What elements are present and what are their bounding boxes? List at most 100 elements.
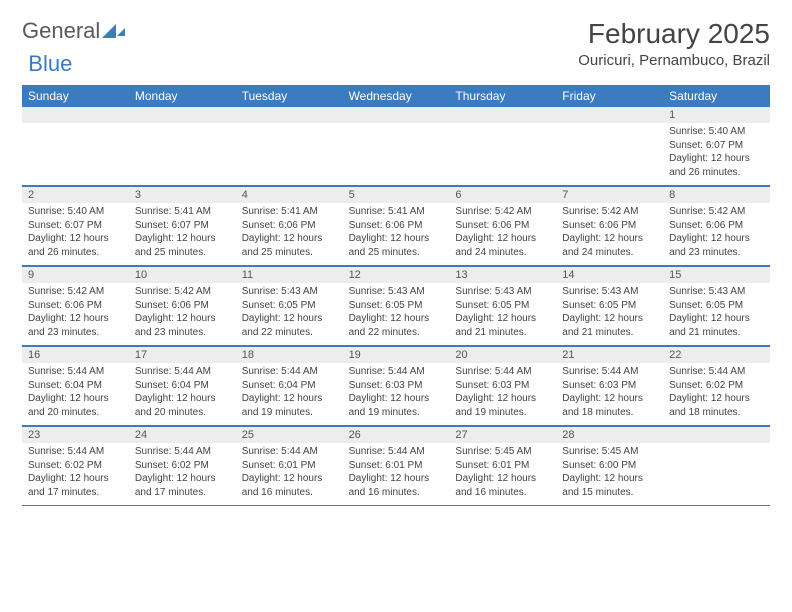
- calendar-week: 16171819202122Sunrise: 5:44 AMSunset: 6:…: [22, 346, 770, 426]
- day-info-line: and 17 minutes.: [28, 486, 123, 500]
- day-number: 11: [236, 266, 343, 283]
- day-cell: Sunrise: 5:44 AMSunset: 6:04 PMDaylight:…: [22, 363, 129, 425]
- day-info-line: and 21 minutes.: [669, 326, 764, 340]
- day-info-line: Sunrise: 5:42 AM: [28, 285, 123, 299]
- day-info-line: and 17 minutes.: [135, 486, 230, 500]
- day-info-line: Sunset: 6:02 PM: [28, 459, 123, 473]
- logo-triangle-small-icon: [117, 28, 125, 36]
- day-info-line: Daylight: 12 hours: [28, 232, 123, 246]
- day-info-line: and 20 minutes.: [135, 406, 230, 420]
- day-info-line: Sunset: 6:03 PM: [562, 379, 657, 393]
- day-info-line: Sunrise: 5:42 AM: [135, 285, 230, 299]
- day-cell: Sunrise: 5:44 AMSunset: 6:04 PMDaylight:…: [129, 363, 236, 425]
- day-info-line: Sunset: 6:03 PM: [349, 379, 444, 393]
- day-cell: Sunrise: 5:41 AMSunset: 6:07 PMDaylight:…: [129, 203, 236, 265]
- logo-text-2: Blue: [28, 51, 72, 77]
- day-cell: [129, 123, 236, 185]
- weekday-tuesday: Tuesday: [236, 85, 343, 107]
- calendar: Sunday Monday Tuesday Wednesday Thursday…: [22, 85, 770, 506]
- day-info-line: and 19 minutes.: [455, 406, 550, 420]
- day-number: 18: [236, 346, 343, 363]
- day-number: 13: [449, 266, 556, 283]
- day-info-line: Sunrise: 5:42 AM: [562, 205, 657, 219]
- logo: General: [22, 18, 125, 44]
- day-info-line: Sunset: 6:06 PM: [349, 219, 444, 233]
- day-number: 20: [449, 346, 556, 363]
- day-number: [129, 107, 236, 123]
- day-cell: Sunrise: 5:44 AMSunset: 6:01 PMDaylight:…: [343, 443, 450, 505]
- day-number: [343, 107, 450, 123]
- day-info-line: and 26 minutes.: [28, 246, 123, 260]
- day-cell: Sunrise: 5:40 AMSunset: 6:07 PMDaylight:…: [22, 203, 129, 265]
- day-info-line: and 23 minutes.: [135, 326, 230, 340]
- day-info-line: Daylight: 12 hours: [242, 392, 337, 406]
- day-cell: [236, 123, 343, 185]
- day-cell: Sunrise: 5:42 AMSunset: 6:06 PMDaylight:…: [556, 203, 663, 265]
- page-title: February 2025: [578, 18, 770, 50]
- day-info-line: Daylight: 12 hours: [28, 392, 123, 406]
- day-cell: Sunrise: 5:43 AMSunset: 6:05 PMDaylight:…: [236, 283, 343, 345]
- day-number: 15: [663, 266, 770, 283]
- day-number: 26: [343, 426, 450, 443]
- day-info-line: Daylight: 12 hours: [669, 232, 764, 246]
- calendar-week: 232425262728Sunrise: 5:44 AMSunset: 6:02…: [22, 426, 770, 506]
- day-cell: Sunrise: 5:41 AMSunset: 6:06 PMDaylight:…: [236, 203, 343, 265]
- day-info-line: Daylight: 12 hours: [135, 232, 230, 246]
- day-info-line: Sunset: 6:06 PM: [669, 219, 764, 233]
- day-info-line: Daylight: 12 hours: [669, 392, 764, 406]
- day-info-line: Daylight: 12 hours: [455, 232, 550, 246]
- day-info-line: Sunset: 6:05 PM: [669, 299, 764, 313]
- day-number: 9: [22, 266, 129, 283]
- day-info-line: Daylight: 12 hours: [28, 472, 123, 486]
- day-info-line: Sunset: 6:06 PM: [242, 219, 337, 233]
- day-cell: Sunrise: 5:44 AMSunset: 6:04 PMDaylight:…: [236, 363, 343, 425]
- day-number: 19: [343, 346, 450, 363]
- day-info-line: Sunset: 6:05 PM: [349, 299, 444, 313]
- day-number: 22: [663, 346, 770, 363]
- day-info-line: Sunset: 6:06 PM: [28, 299, 123, 313]
- day-info-line: Sunrise: 5:43 AM: [562, 285, 657, 299]
- day-info-line: Daylight: 12 hours: [135, 472, 230, 486]
- calendar-week: 2345678Sunrise: 5:40 AMSunset: 6:07 PMDa…: [22, 186, 770, 266]
- day-number: 7: [556, 186, 663, 203]
- day-info-line: Daylight: 12 hours: [349, 392, 444, 406]
- day-info-line: Sunset: 6:01 PM: [455, 459, 550, 473]
- day-info-line: Daylight: 12 hours: [349, 472, 444, 486]
- day-info-line: Sunset: 6:07 PM: [669, 139, 764, 153]
- weekday-friday: Friday: [556, 85, 663, 107]
- day-info-line: Sunrise: 5:43 AM: [669, 285, 764, 299]
- day-info-line: Sunrise: 5:42 AM: [669, 205, 764, 219]
- day-info-line: Daylight: 12 hours: [135, 312, 230, 326]
- day-info-line: Sunrise: 5:44 AM: [242, 365, 337, 379]
- day-number: 8: [663, 186, 770, 203]
- day-info-line: Sunrise: 5:44 AM: [349, 445, 444, 459]
- day-info-line: and 20 minutes.: [28, 406, 123, 420]
- day-info-line: Sunset: 6:06 PM: [562, 219, 657, 233]
- day-info-line: Sunrise: 5:41 AM: [135, 205, 230, 219]
- day-info-line: and 26 minutes.: [669, 166, 764, 180]
- day-info-line: Sunset: 6:02 PM: [135, 459, 230, 473]
- day-info-line: Sunrise: 5:44 AM: [28, 445, 123, 459]
- day-info-line: Sunset: 6:06 PM: [455, 219, 550, 233]
- day-info-line: Sunrise: 5:41 AM: [349, 205, 444, 219]
- day-info-line: Daylight: 12 hours: [28, 312, 123, 326]
- day-cell: [663, 443, 770, 505]
- day-info-line: and 23 minutes.: [669, 246, 764, 260]
- day-number: [449, 107, 556, 123]
- day-info-line: and 23 minutes.: [28, 326, 123, 340]
- day-info-line: Sunrise: 5:43 AM: [349, 285, 444, 299]
- day-info-line: Sunrise: 5:41 AM: [242, 205, 337, 219]
- day-cell: Sunrise: 5:44 AMSunset: 6:02 PMDaylight:…: [129, 443, 236, 505]
- day-info-line: and 21 minutes.: [455, 326, 550, 340]
- day-info-line: Sunrise: 5:44 AM: [455, 365, 550, 379]
- day-cell: Sunrise: 5:42 AMSunset: 6:06 PMDaylight:…: [449, 203, 556, 265]
- day-info-line: Sunset: 6:07 PM: [28, 219, 123, 233]
- day-number: 16: [22, 346, 129, 363]
- day-cell: Sunrise: 5:44 AMSunset: 6:03 PMDaylight:…: [449, 363, 556, 425]
- weekday-header-row: Sunday Monday Tuesday Wednesday Thursday…: [22, 85, 770, 107]
- day-cell: Sunrise: 5:40 AMSunset: 6:07 PMDaylight:…: [663, 123, 770, 185]
- day-number: [236, 107, 343, 123]
- day-info-line: Daylight: 12 hours: [349, 232, 444, 246]
- day-info-line: Daylight: 12 hours: [242, 472, 337, 486]
- day-info-line: Sunset: 6:02 PM: [669, 379, 764, 393]
